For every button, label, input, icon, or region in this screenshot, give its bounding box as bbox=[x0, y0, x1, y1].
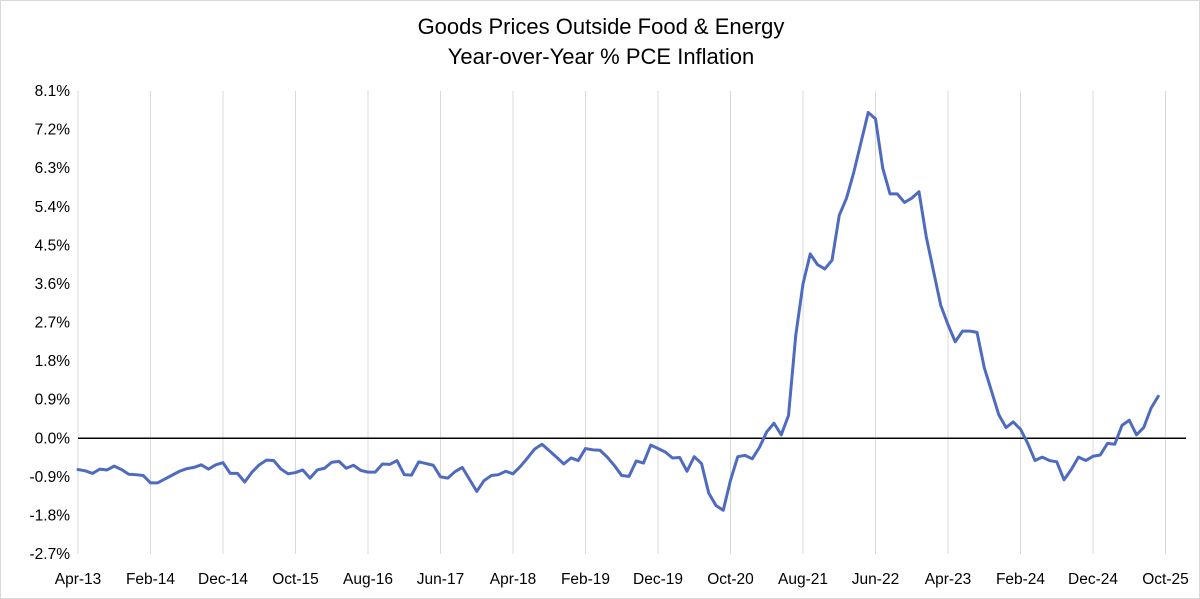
y-tick-label: -0.9% bbox=[30, 469, 71, 486]
x-tick-label: Oct-20 bbox=[707, 571, 754, 588]
y-tick-label: 1.8% bbox=[35, 353, 71, 370]
x-tick-label: Apr-18 bbox=[490, 571, 537, 588]
chart-title-line-2: Year-over-Year % PCE Inflation bbox=[448, 44, 755, 69]
x-tick-label: Jun-17 bbox=[417, 571, 464, 588]
y-tick-label: 8.1% bbox=[35, 83, 71, 100]
gridlines bbox=[77, 91, 1166, 554]
x-tick-label: Dec-14 bbox=[198, 571, 248, 588]
y-tick-label: 2.7% bbox=[35, 315, 71, 332]
y-tick-label: 7.2% bbox=[35, 122, 71, 139]
x-tick-label: Apr-13 bbox=[55, 571, 102, 588]
x-tick-label: Aug-16 bbox=[343, 571, 393, 588]
y-tick-label: 0.0% bbox=[35, 430, 71, 447]
x-tick-label: Apr-23 bbox=[925, 571, 972, 588]
x-tick-label: Dec-24 bbox=[1068, 571, 1118, 588]
y-tick-label: 6.3% bbox=[35, 160, 71, 177]
x-tick-label: Aug-21 bbox=[778, 571, 828, 588]
chart-title-line-1: Goods Prices Outside Food & Energy bbox=[418, 14, 785, 39]
y-tick-label: 5.4% bbox=[35, 199, 71, 216]
y-tick-label: -1.8% bbox=[30, 507, 71, 524]
x-tick-label: Oct-15 bbox=[272, 571, 319, 588]
x-tick-label: Jun-22 bbox=[852, 571, 899, 588]
series-layer bbox=[76, 110, 1160, 512]
y-tick-label: 3.6% bbox=[35, 276, 71, 293]
x-tick-label: Feb-24 bbox=[996, 571, 1045, 588]
y-tick-label: 0.9% bbox=[35, 392, 71, 409]
x-tick-label: Feb-19 bbox=[561, 571, 610, 588]
x-tick-label: Oct-25 bbox=[1142, 571, 1189, 588]
x-tick-label: Dec-19 bbox=[633, 571, 683, 588]
x-tick-label: Feb-14 bbox=[126, 571, 175, 588]
axes bbox=[77, 91, 1186, 554]
series-line-0 bbox=[76, 110, 1160, 512]
y-tick-label: -2.7% bbox=[30, 546, 71, 563]
y-tick-label: 4.5% bbox=[35, 237, 71, 254]
tick-labels: -2.7% -1.8% -0.9% 0.0% 0.9% 1.8% 2.7% 3.6% 4.5% 5… bbox=[30, 83, 1189, 588]
